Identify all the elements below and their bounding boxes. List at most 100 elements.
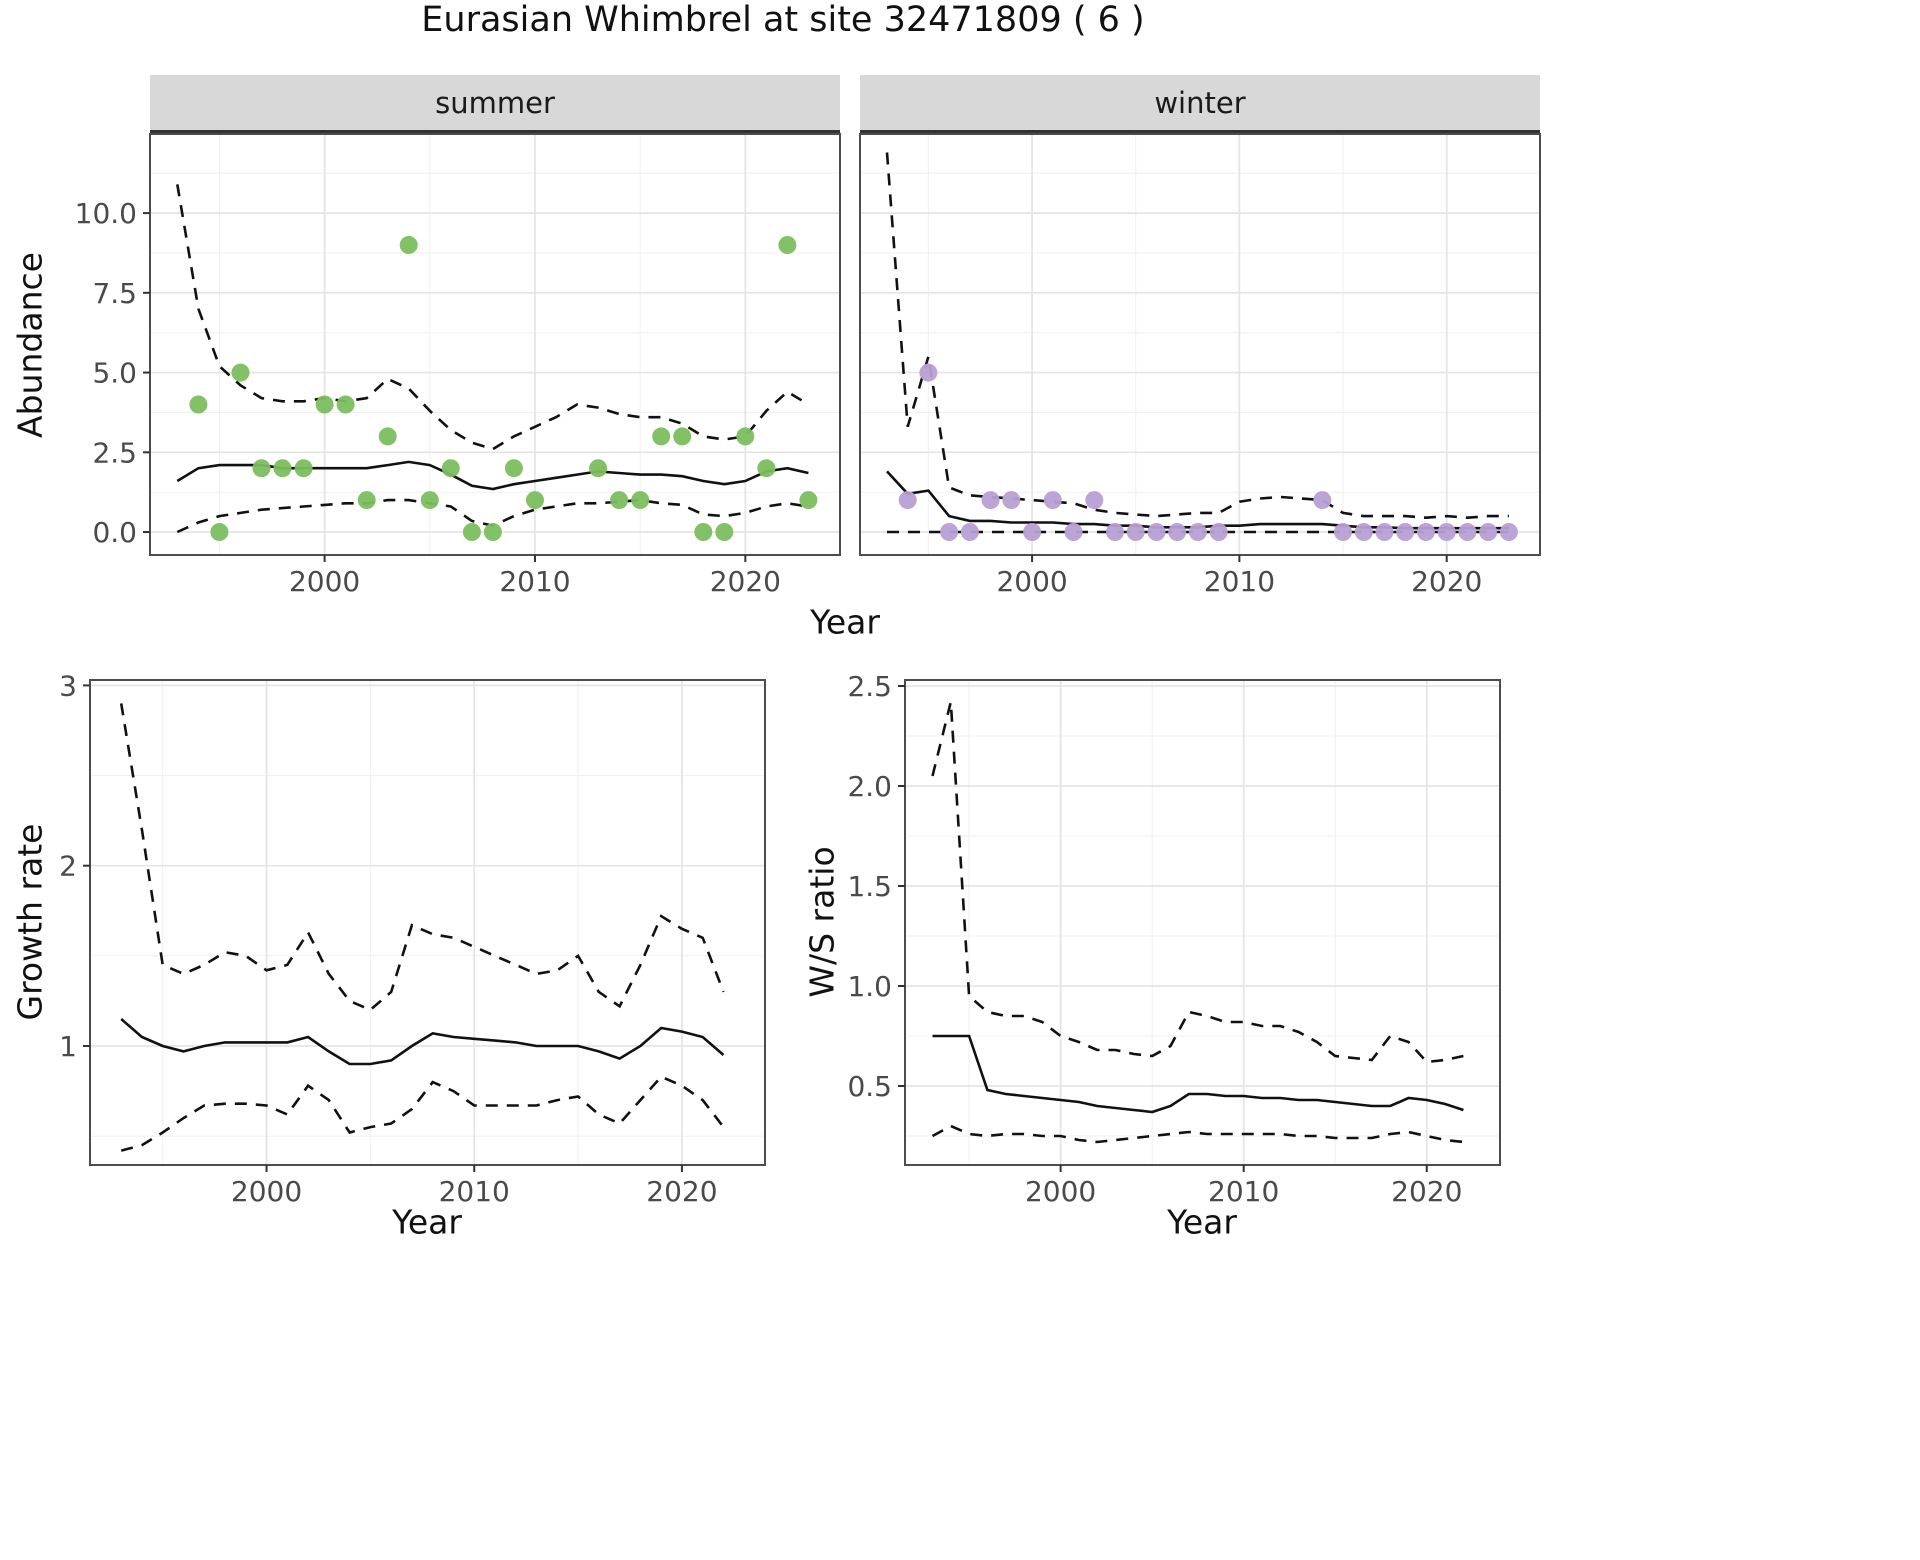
data-point <box>1188 523 1207 541</box>
data-point <box>1064 523 1083 541</box>
panel-border <box>89 679 766 1166</box>
panel-border <box>904 679 1501 1166</box>
x-tick-label: 2020 <box>1411 565 1482 598</box>
y-tick-label: 1.5 <box>847 870 892 903</box>
y-tick-label: 2.5 <box>92 436 137 469</box>
x-axis-label-year-top: Year <box>810 602 880 642</box>
x-tick-label: 2020 <box>1391 1175 1462 1208</box>
data-point <box>1479 523 1498 541</box>
y-tick-label: 5.0 <box>92 357 137 390</box>
data-point <box>799 491 818 510</box>
data-point <box>919 363 938 382</box>
data-point <box>1023 523 1042 541</box>
data-point <box>898 491 917 510</box>
data-point <box>483 523 502 541</box>
data-point <box>1168 523 1187 541</box>
data-point <box>441 459 460 478</box>
data-point <box>252 459 271 478</box>
facet-strip-winter: winter <box>860 75 1540 134</box>
fit-line <box>886 470 1509 530</box>
fit-line <box>932 1034 1464 1114</box>
data-point <box>1458 523 1477 541</box>
y-tick-label: 1.0 <box>847 970 892 1003</box>
data-point <box>736 427 755 446</box>
data-point <box>1417 523 1435 541</box>
data-point <box>315 395 334 414</box>
y-tick-label: 3 <box>59 669 77 702</box>
data-point <box>273 459 292 478</box>
data-point <box>589 459 608 478</box>
data-point <box>960 523 979 541</box>
data-point <box>357 491 376 510</box>
x-tick-label: 2010 <box>499 565 570 598</box>
x-axis-label-year-ws: Year <box>1167 1202 1237 1242</box>
data-point <box>940 523 959 541</box>
chart-title: Eurasian Whimbrel at site 32471809 ( 6 ) <box>421 0 1145 40</box>
y-tick-label: 2.0 <box>847 770 892 803</box>
data-point <box>1354 523 1373 541</box>
y-axis-label-abundance: Abundance <box>10 252 50 438</box>
panel-ws-ratio: 2000 2010 2020 0.5 1.0 1.5 2.0 2.5 <box>847 670 1501 1208</box>
data-point <box>1375 523 1394 541</box>
data-point <box>1002 491 1021 510</box>
x-tick-label: 2000 <box>1025 1175 1096 1208</box>
data-point <box>462 523 481 541</box>
data-point <box>1396 523 1415 541</box>
x-tick-label: 2000 <box>996 565 1067 598</box>
data-point <box>1147 523 1166 541</box>
data-point <box>210 523 229 541</box>
x-tick-label: 2010 <box>1204 565 1275 598</box>
data-point <box>420 491 439 510</box>
panel-border <box>149 133 841 556</box>
panel-abundance-summer: 2000 2010 2020 0.0 2.5 5.0 7.5 10.0 <box>75 133 841 598</box>
y-axis-label-ws-ratio: W/S ratio <box>802 846 842 998</box>
data-point <box>610 491 629 510</box>
lower-ci-line <box>931 1124 1464 1144</box>
lower-ci-line <box>120 1075 725 1152</box>
y-tick-label: 0.5 <box>847 1070 892 1103</box>
data-point <box>1313 491 1332 510</box>
x-tick-label: 2000 <box>289 565 360 598</box>
data-point <box>378 427 397 446</box>
x-axis-label-year-growth: Year <box>392 1202 462 1242</box>
data-point <box>1085 491 1104 510</box>
data-point <box>1209 523 1228 541</box>
data-point <box>1126 523 1145 541</box>
data-point <box>694 523 713 541</box>
upper-ci-line <box>176 184 810 451</box>
panel-abundance-winter: 2000 2010 2020 <box>859 133 1541 598</box>
data-point <box>715 523 734 541</box>
data-point <box>1043 491 1062 510</box>
y-tick-label: 0.0 <box>92 516 137 549</box>
y-tick-label: 7.5 <box>92 277 137 310</box>
facet-strip-summer: summer <box>150 75 840 134</box>
data-point <box>399 236 418 254</box>
x-tick-label: 2010 <box>439 1175 510 1208</box>
upper-ci-line <box>885 152 1509 520</box>
data-point <box>294 459 313 478</box>
data-point <box>631 491 650 510</box>
x-tick-label: 2020 <box>710 565 781 598</box>
y-tick-label: 1 <box>59 1030 77 1063</box>
panel-border <box>859 133 1541 556</box>
data-point <box>504 459 523 478</box>
data-point <box>778 236 797 254</box>
facet-label-winter: winter <box>1154 85 1246 120</box>
data-point <box>757 459 776 478</box>
data-point <box>1106 523 1124 541</box>
data-point <box>1499 523 1518 541</box>
data-point <box>1437 523 1456 541</box>
data-point <box>981 491 1000 510</box>
data-point <box>189 395 208 414</box>
panel-growth-rate: 2000 2010 2020 1 2 3 <box>59 669 766 1208</box>
y-axis-label-growth-rate: Growth rate <box>10 823 50 1021</box>
y-tick-label: 10.0 <box>75 197 137 230</box>
fit-line <box>120 1018 725 1066</box>
x-tick-label: 2000 <box>231 1175 302 1208</box>
fit-line <box>176 460 809 491</box>
data-point <box>336 395 355 414</box>
upper-ci-line <box>119 703 725 1012</box>
data-point <box>673 427 692 446</box>
data-point <box>231 363 250 382</box>
